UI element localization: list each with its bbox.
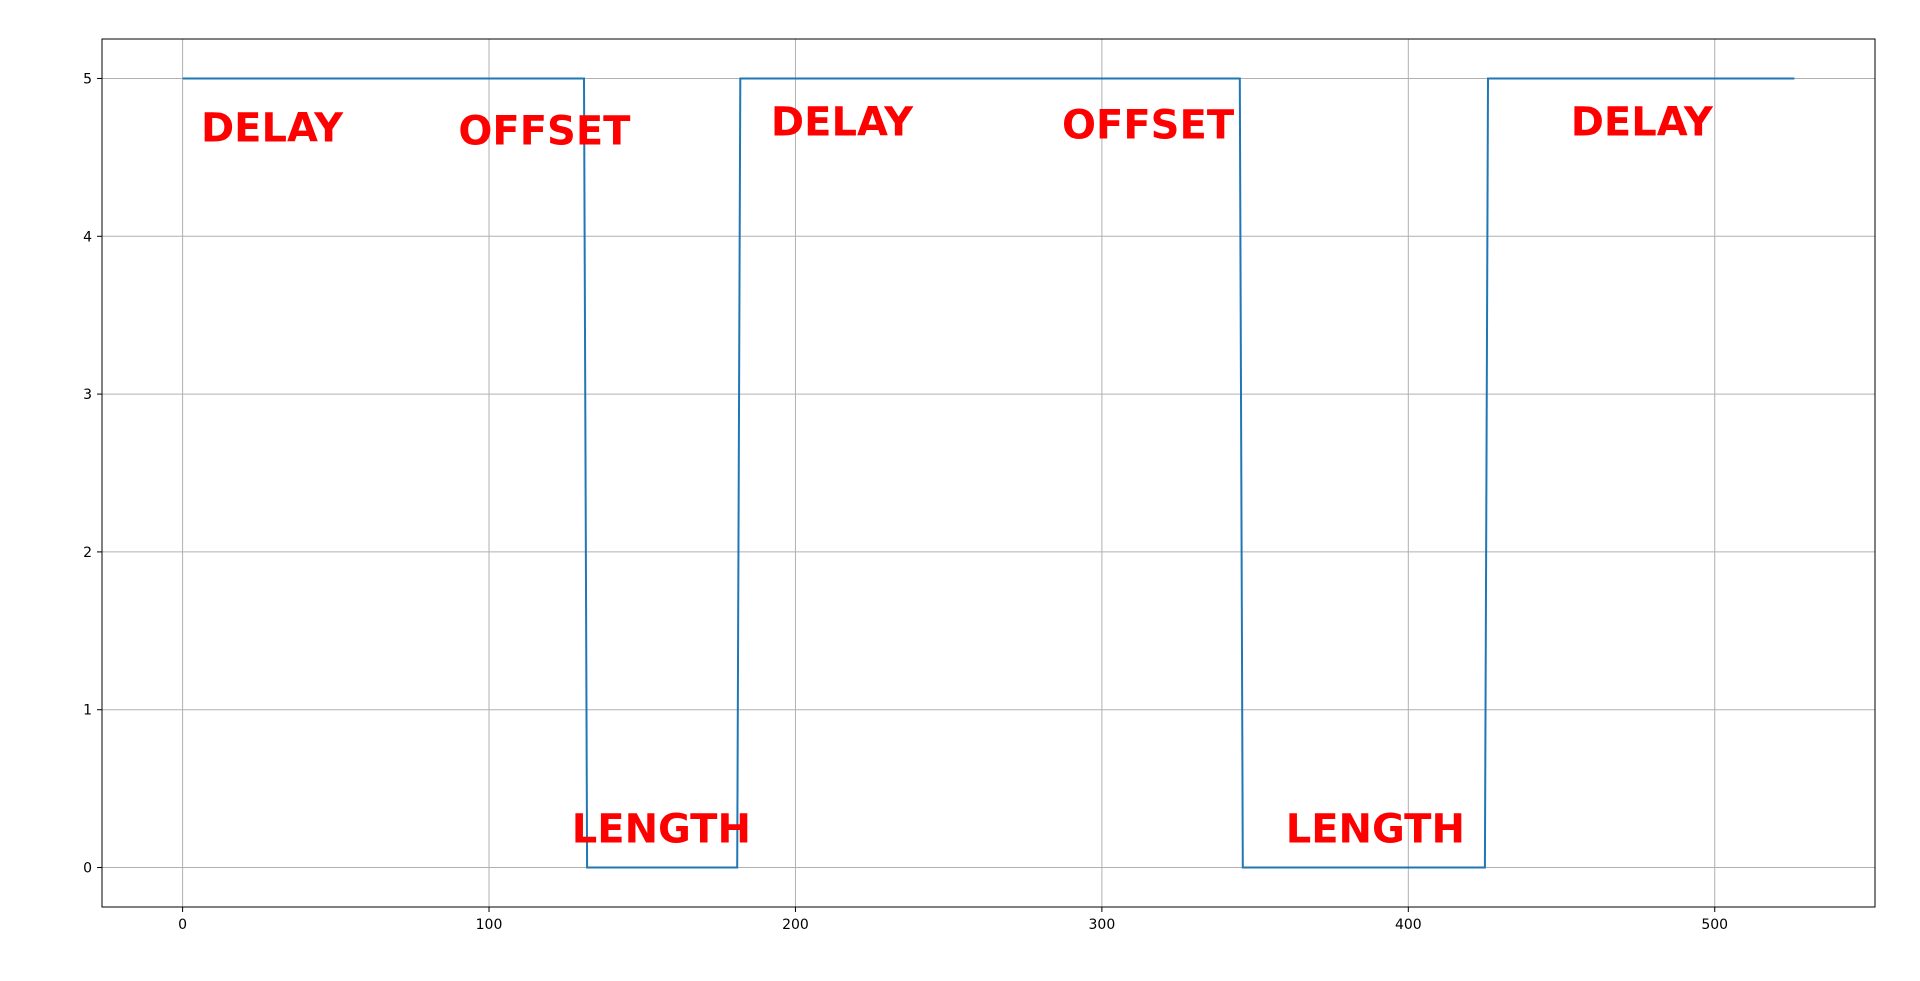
annotation-length: LENGTH	[1286, 806, 1465, 852]
grid	[102, 39, 1875, 907]
annotation-offset: OFFSET	[1062, 102, 1235, 148]
annotation-delay: DELAY	[201, 106, 344, 152]
x-tick-label: 400	[1395, 917, 1422, 933]
x-tick-label: 100	[476, 917, 503, 933]
plot-frame	[101, 38, 1876, 908]
annotation-delay: DELAY	[771, 99, 914, 145]
y-tick-label: 2	[83, 545, 92, 561]
x-tick-label: 0	[178, 917, 187, 933]
annotation-length: LENGTH	[572, 806, 751, 852]
annotation-offset: OFFSET	[458, 109, 631, 155]
y-tick-label: 5	[83, 71, 92, 87]
y-tick-label: 3	[83, 387, 92, 403]
y-tick-label: 0	[83, 861, 92, 877]
annotation-delay: DELAY	[1571, 99, 1714, 145]
x-tick-label: 200	[782, 917, 809, 933]
series	[182, 77, 1795, 869]
x-tick-label: 300	[1089, 917, 1116, 933]
axis-ticks: 0 100 200 300 400 500 0 1 2 3 4 5	[83, 71, 1728, 933]
x-tick-label: 500	[1701, 917, 1728, 933]
y-tick-label: 1	[83, 703, 92, 719]
series-line	[182, 77, 1795, 869]
y-tick-label: 4	[83, 229, 92, 245]
annotations: DELAY OFFSET LENGTH DELAY OFFSET LENGTH DELAY	[201, 99, 1714, 852]
